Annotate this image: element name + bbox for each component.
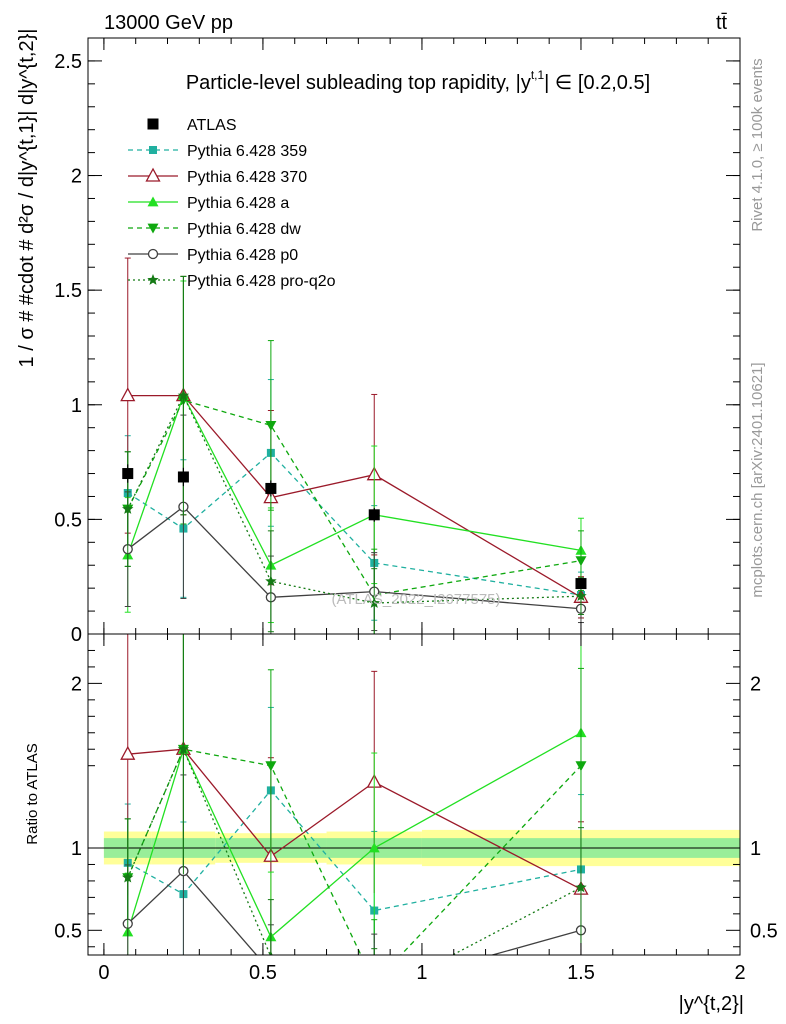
ratio-pythia-6-428-a-point-3 bbox=[368, 842, 380, 853]
ratio-pythia-6-428-dw-point-3 bbox=[369, 979, 380, 989]
chart-title: Particle-level subleading top rapidity, … bbox=[186, 68, 650, 94]
series-pythia-6-428-dw-point-2 bbox=[265, 421, 277, 431]
x-axis-label: |y^{t,2}| bbox=[679, 993, 744, 1015]
y-main-tick-label-4: 2 bbox=[71, 166, 82, 188]
ratio-pythia-6-428-p0-line bbox=[127, 870, 582, 955]
ratio-frame bbox=[87, 633, 741, 956]
series-pythia-6-428-pro-q2o-point-0 bbox=[122, 503, 134, 514]
series-pythia-6-428-pro-q2o-point-2 bbox=[265, 575, 277, 587]
legend-marker-3 bbox=[147, 223, 159, 234]
y-ratio-tick-label-right-2: 2 bbox=[750, 673, 761, 695]
x-tick-label-1: 0.5 bbox=[249, 962, 277, 984]
series-pythia-6-428-pro-q2o-point-1 bbox=[177, 389, 190, 401]
ratio-y-axis-label: Ratio to ATLAS bbox=[24, 743, 41, 844]
legend-label-5: Pythia 6.428 pro-q2o bbox=[187, 273, 336, 290]
ratio-pythia-6-428-pro-q2o-point-0 bbox=[122, 871, 134, 883]
atlas-point-3 bbox=[368, 509, 380, 521]
x-tick-label-2: 1 bbox=[416, 962, 427, 984]
series-pythia-6-428-a-line bbox=[127, 393, 582, 567]
chart-title-sup: t,1 bbox=[531, 68, 545, 82]
legend-marker-4 bbox=[147, 248, 159, 260]
legend-label-4: Pythia 6.428 p0 bbox=[187, 247, 298, 264]
y-ratio-tick-label-right-1: 1 bbox=[750, 838, 761, 860]
main-y-axis-label: 1 / σ # #cdot # d²σ / d|y^{t,1}| d|y^{t,… bbox=[16, 29, 38, 368]
ratio-pythia-6-428-370-point-0 bbox=[120, 745, 136, 760]
atlas-point-1 bbox=[177, 471, 189, 483]
series-pythia-6-428-pro-q2o-point-3 bbox=[368, 597, 380, 608]
y-main-tick-label-1: 0.5 bbox=[54, 509, 82, 531]
legend-label-1: Pythia 6.428 370 bbox=[187, 169, 307, 186]
atlas-point-4 bbox=[575, 578, 587, 590]
mcplots-credit-label: mcplots.cern.ch [arXiv:2401.10621] bbox=[749, 362, 766, 597]
series-pythia-6-428-dw-point-4 bbox=[575, 556, 587, 567]
ratio-pythia-6-428-p0-point-3 bbox=[370, 983, 379, 992]
y-ratio-tick-label-2: 2 bbox=[71, 673, 82, 695]
legend-label-2: Pythia 6.428 a bbox=[187, 195, 289, 212]
y-ratio-tick-label-right-0: 0.5 bbox=[750, 920, 778, 942]
legend-label-3: Pythia 6.428 dw bbox=[187, 221, 301, 238]
series-pythia-6-428-370-point-0 bbox=[120, 387, 136, 402]
legend-marker-0 bbox=[149, 146, 157, 154]
process-label: tt̄ bbox=[716, 12, 728, 34]
series-pythia-6-428-dw-line bbox=[127, 399, 582, 596]
ratio-pythia-6-428-pro-q2o-point-1 bbox=[177, 743, 190, 755]
rivet-version-label: Rivet 4.1.0, ≥ 100k events bbox=[749, 58, 766, 231]
legend-label-0: Pythia 6.428 359 bbox=[187, 143, 307, 160]
chart-title-tail: | ∈ [0.2,0.5] bbox=[544, 72, 650, 94]
ratio-pythia-6-428-dw-point-4 bbox=[575, 761, 587, 772]
ratio-pythia-6-428-pro-q2o-point-2 bbox=[265, 950, 277, 955]
ratio-pythia-6-428-pro-q2o-line bbox=[127, 747, 582, 955]
main-frame bbox=[87, 37, 741, 635]
main-panel: 0 0.5 1 1.5 2 2.5 Particle-level subleading t… bbox=[16, 29, 741, 646]
y-main-tick-label-2: 1 bbox=[71, 395, 82, 417]
y-main-tick-label-0: 0 bbox=[71, 624, 82, 646]
x-tick-label-4: 2 bbox=[734, 962, 745, 984]
x-tick-label-3: 1.5 bbox=[567, 962, 595, 984]
y-ratio-tick-label-1: 1 bbox=[71, 838, 82, 860]
y-ratio-tick-label-0: 0.5 bbox=[54, 920, 82, 942]
ratio-pythia-6-428-pro-q2o-point-4 bbox=[575, 881, 587, 893]
atlas-point-0 bbox=[122, 468, 134, 480]
series-pythia-6-428-pro-q2o-point-4 bbox=[575, 590, 587, 601]
ratio-panel: 0 0.5 1 1.5 20.5 0.51 12 2 Ratio to ATLAS bbox=[24, 633, 778, 1001]
chart-title-text: Particle-level subleading top rapidity, … bbox=[186, 72, 531, 94]
ratio-pythia-6-428-dw-point-2 bbox=[265, 761, 277, 772]
energy-label: 13000 GeV pp bbox=[104, 12, 233, 34]
y-main-tick-label-5: 2.5 bbox=[54, 51, 82, 73]
y-main-tick-label-3: 1.5 bbox=[54, 280, 82, 302]
legend-label-atlas: ATLAS bbox=[187, 117, 237, 134]
watermark: (ATLAS_2022_I2077575) bbox=[331, 591, 500, 608]
legend-marker-atlas bbox=[147, 118, 159, 130]
legend: ATLAS Pythia 6.428 359 Pythia 6.428 370 Pyt… bbox=[128, 117, 336, 290]
atlas-point-2 bbox=[265, 482, 277, 494]
legend-marker-2 bbox=[147, 196, 159, 207]
legend-marker-5 bbox=[147, 274, 159, 285]
series-pythia-6-428-370-line bbox=[127, 394, 582, 598]
legend-marker-1 bbox=[145, 167, 161, 182]
ratio-pythia-6-428-pro-q2o-point-3 bbox=[369, 990, 381, 1001]
x-tick-label-0: 0 bbox=[98, 962, 109, 984]
